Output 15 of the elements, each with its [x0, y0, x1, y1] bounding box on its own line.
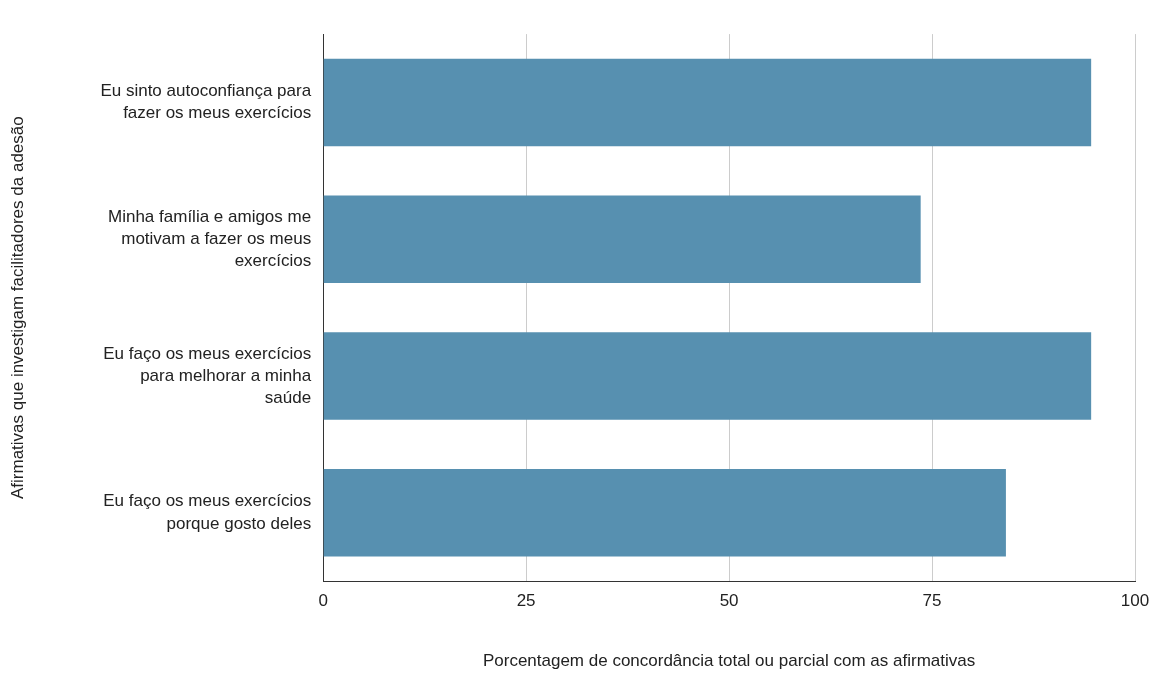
x-tick-label: 75 [922, 591, 942, 611]
bar [323, 469, 1006, 557]
bar [323, 58, 1092, 147]
y-tick-label: Eu faço os meus exercícios para melhorar a minha saúde [103, 343, 312, 407]
bar [323, 195, 921, 284]
x-tick-label: 25 [516, 591, 536, 611]
y-axis-title: Afirmativas que investigam facilitadores da adesão [7, 116, 27, 499]
x-tick-label: 0 [318, 591, 328, 611]
x-tick-label: 100 [1120, 591, 1150, 611]
bar [323, 332, 1092, 420]
x-tick-label: 50 [719, 591, 739, 611]
y-tick-label: Eu faço os meus exercícios porque gosto deles [103, 491, 312, 533]
x-axis-title: Porcentagem de concordância total ou parcial com as afirmativas [482, 651, 976, 671]
y-tick-label: Eu sinto autoconfiança para fazer os meus exercícios [100, 81, 312, 123]
y-tick-label: Minha família e amigos me motivam a fazer os meus exercícios [108, 206, 312, 271]
